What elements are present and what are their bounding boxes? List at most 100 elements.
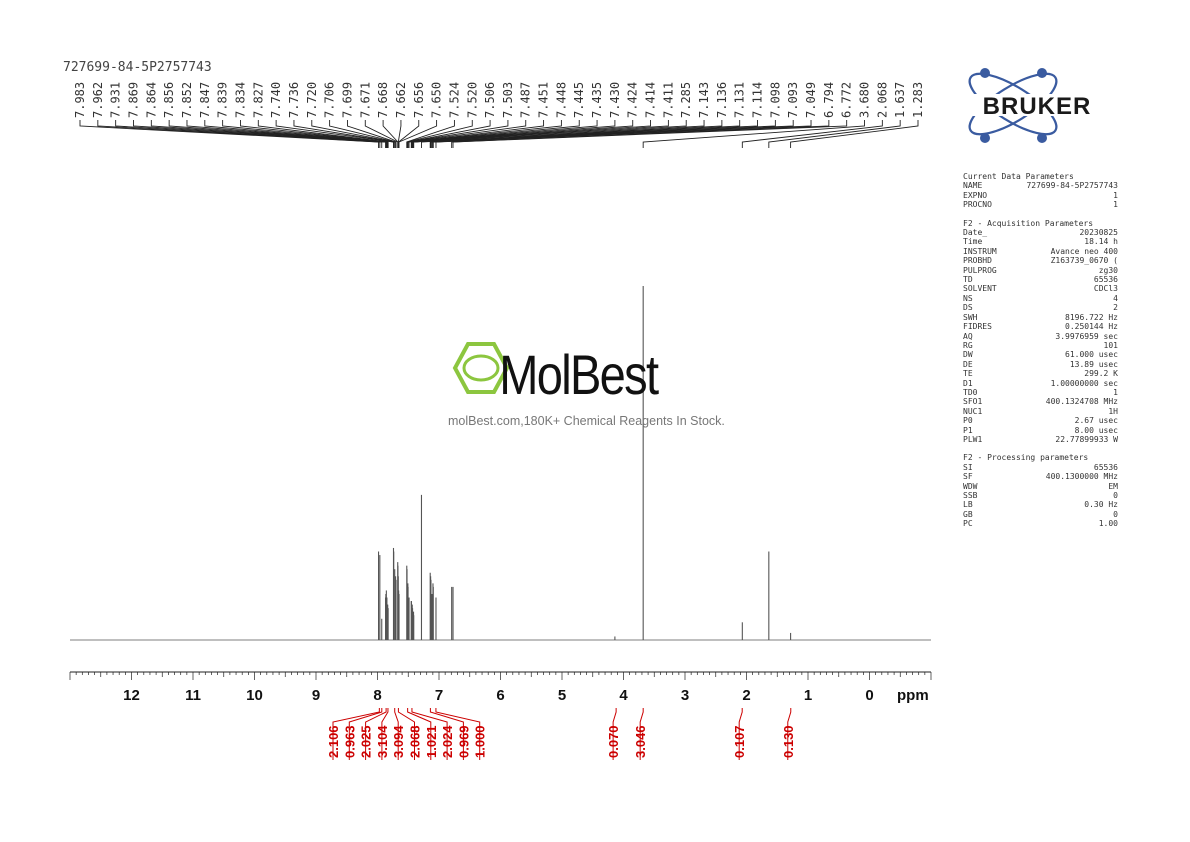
param-row: TD 65536 — [963, 275, 1118, 284]
integral-bracket — [639, 708, 644, 760]
param-row: Date_ 20230825 — [963, 228, 1118, 237]
param-row: SOLVENT CDCl3 — [963, 284, 1118, 293]
x-tick-label: 1 — [804, 687, 812, 704]
peak-label-leader — [430, 120, 741, 148]
molbest-tagline: molBest.com,180K+ Chemical Reagents In S… — [448, 414, 725, 428]
bruker-orbit-2 — [968, 72, 1058, 136]
peak-label: 7.662 — [394, 82, 408, 118]
molbest-text: MolBest — [499, 343, 658, 402]
peak-label: 7.856 — [162, 82, 176, 118]
spectrum-trace-layer — [70, 286, 931, 641]
param-value: 0 — [1113, 509, 1118, 519]
bruker-electron-3 — [980, 133, 990, 143]
integral-bracket — [429, 708, 464, 760]
peak-label-leader — [408, 120, 527, 148]
integral-value: 2.024 — [440, 725, 455, 758]
param-row: NUC1 1H — [963, 407, 1118, 416]
peak-label: 7.131 — [733, 82, 747, 118]
integral-bracket — [348, 708, 383, 760]
param-value: 65536 — [1093, 275, 1118, 285]
peak-label: 7.852 — [180, 82, 194, 118]
integral-bracket — [435, 708, 481, 760]
param-value: 61.000 usec — [1065, 350, 1118, 360]
peak-label-leader — [204, 120, 388, 148]
peak-label-leader — [97, 120, 381, 148]
param-value: 2 — [1113, 303, 1118, 313]
param-key: D1 — [963, 378, 973, 388]
peak-label-leader — [186, 120, 388, 148]
param-value: 1 — [1113, 190, 1118, 200]
integral-value: 0.963 — [342, 725, 357, 758]
peak-label-leader — [257, 120, 389, 148]
param-value: 1 — [1113, 387, 1118, 397]
param-key: INSTRUM — [963, 246, 997, 256]
param-value: 2.67 usec — [1074, 416, 1118, 426]
param-value: 8.00 usec — [1074, 425, 1118, 435]
param-key: EXPNO — [963, 190, 988, 200]
param-value: 1 — [1113, 200, 1118, 210]
peak-label-leader — [452, 120, 848, 148]
param-row: SWH 8196.722 Hz — [963, 313, 1118, 322]
integral-value: 3.094 — [391, 725, 406, 758]
peak-label: 7.520 — [465, 82, 479, 118]
param-key: RG — [963, 340, 973, 350]
param-key: PROCNO — [963, 200, 992, 210]
param-key: Time — [963, 237, 983, 247]
peak-label-layer: 7.983 7.962 7.931 7.869 7.864 7.856 7.852 7.847… — [73, 82, 925, 148]
bruker-electron-2 — [1037, 68, 1047, 78]
param-value: Avance neo 400 — [1050, 246, 1118, 256]
param-value: 0.30 Hz — [1084, 500, 1118, 510]
peak-label: 7.049 — [804, 82, 818, 118]
param-value: 0.250144 Hz — [1065, 322, 1118, 332]
peak-label: 7.143 — [697, 82, 711, 118]
integral-bracket — [365, 708, 387, 760]
integral-value: 0.107 — [732, 725, 747, 758]
proc-params-list: SI 65536 SF 400.1300000 MHz WDW EM SSB 0 LB 0.30 … — [963, 463, 1118, 529]
param-row: DW 61.000 usec — [963, 350, 1118, 359]
peak-label-leader — [642, 120, 865, 148]
acq-params-list: Date_ 20230825 Time 18.14 h INSTRUM Avance ne… — [963, 228, 1118, 444]
param-key: P1 — [963, 425, 973, 435]
peak-label: 7.424 — [626, 82, 640, 118]
peak-label-leader — [429, 120, 705, 148]
integral-value: 3.104 — [375, 725, 390, 758]
integral-bracket — [407, 708, 432, 760]
peak-label-leader — [411, 120, 580, 148]
peak-label: 7.136 — [715, 82, 729, 118]
param-value: EM — [1108, 481, 1118, 491]
param-key: SF — [963, 472, 973, 482]
param-value: 4 — [1113, 293, 1118, 303]
x-axis: 12 11 10 9 8 7 6 5 4 3 2 1 0 ppm — [69, 671, 932, 704]
bruker-logo: BRUKER — [958, 68, 1116, 143]
peak-label-leader — [435, 120, 812, 148]
integral-value: 3.046 — [633, 725, 648, 758]
peak-label: 7.847 — [198, 82, 212, 118]
integral-value: 2.025 — [359, 725, 374, 758]
peak-label-leader — [311, 120, 396, 148]
peak-label: 3.680 — [858, 82, 872, 118]
parameter-panel: Current Data Parameters NAME 727699-84-5P… — [963, 172, 1118, 529]
integral-bracket — [394, 708, 399, 760]
param-row: P1 8.00 usec — [963, 426, 1118, 435]
param-value: Z163739_0670 ( — [1050, 256, 1118, 266]
integral-bracket — [381, 708, 389, 760]
peak-label: 7.451 — [537, 82, 551, 118]
param-key: NS — [963, 293, 973, 303]
bruker-text-backdrop — [958, 94, 1116, 116]
spectrum-title: 727699-84-5P2757743 — [63, 60, 212, 75]
peak-label-leader — [398, 120, 438, 148]
integral-bracket — [612, 708, 617, 760]
peak-label: 7.869 — [126, 82, 140, 118]
integral-value: 0.130 — [781, 725, 796, 758]
x-tick-label: 2 — [742, 687, 750, 704]
param-row: LB 0.30 Hz — [963, 500, 1118, 509]
x-tick-label: 0 — [865, 687, 873, 704]
x-tick-label: 9 — [312, 687, 320, 704]
param-value: 400.1300000 MHz — [1045, 472, 1118, 482]
param-row: SI 65536 — [963, 463, 1118, 472]
bruker-electron-1 — [980, 68, 990, 78]
param-value: 65536 — [1093, 462, 1118, 472]
param-value: 20230825 — [1079, 228, 1118, 238]
peak-label: 7.445 — [572, 82, 586, 118]
param-value: 727699-84-5P2757743 — [1026, 181, 1118, 191]
